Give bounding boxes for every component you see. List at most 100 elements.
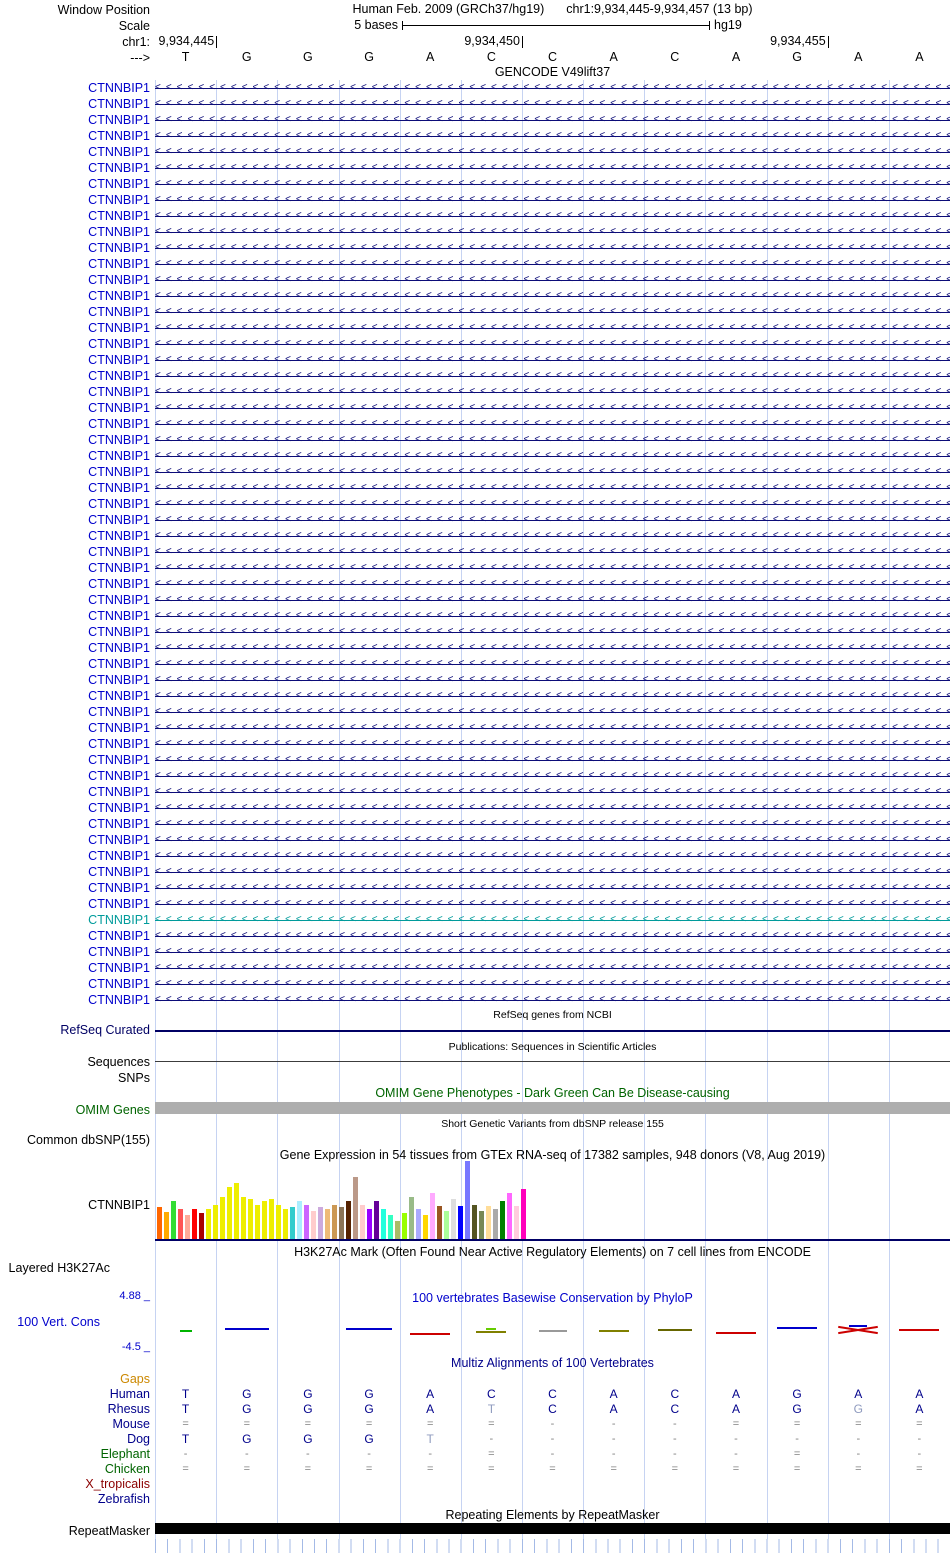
gene-transcript-line[interactable]: <<<<<<<<<<<<<<<<<<<<<<<<<<<<<<<<<<<<<<<<…	[155, 704, 950, 720]
gtex-bar[interactable]	[402, 1213, 407, 1239]
cons-label[interactable]: 100 Vert. Cons	[17, 1315, 100, 1329]
gene-transcript-line[interactable]: <<<<<<<<<<<<<<<<<<<<<<<<<<<<<<<<<<<<<<<<…	[155, 944, 950, 960]
gene-row-label[interactable]: CTNNBIP1	[88, 993, 150, 1007]
gene-row-label[interactable]: CTNNBIP1	[88, 945, 150, 959]
gtex-bar[interactable]	[234, 1183, 239, 1239]
gtex-bar[interactable]	[374, 1201, 379, 1239]
gene-transcript-line[interactable]: <<<<<<<<<<<<<<<<<<<<<<<<<<<<<<<<<<<<<<<<…	[155, 608, 950, 624]
gene-transcript-line[interactable]: <<<<<<<<<<<<<<<<<<<<<<<<<<<<<<<<<<<<<<<<…	[155, 224, 950, 240]
gene-row-label[interactable]: CTNNBIP1	[88, 721, 150, 735]
gene-transcript-line[interactable]: <<<<<<<<<<<<<<<<<<<<<<<<<<<<<<<<<<<<<<<<…	[155, 272, 950, 288]
gene-transcript-line[interactable]: <<<<<<<<<<<<<<<<<<<<<<<<<<<<<<<<<<<<<<<<…	[155, 208, 950, 224]
gtex-bar[interactable]	[507, 1193, 512, 1239]
gene-row-label[interactable]: CTNNBIP1	[88, 913, 150, 927]
gene-row-label[interactable]: CTNNBIP1	[88, 689, 150, 703]
gtex-bar[interactable]	[164, 1212, 169, 1239]
gene-row-label[interactable]: CTNNBIP1	[88, 577, 150, 591]
gtex-bar[interactable]	[339, 1207, 344, 1239]
species-label[interactable]: Rhesus	[107, 1402, 150, 1416]
gene-transcript-line[interactable]: <<<<<<<<<<<<<<<<<<<<<<<<<<<<<<<<<<<<<<<<…	[155, 288, 950, 304]
gene-transcript-line[interactable]: <<<<<<<<<<<<<<<<<<<<<<<<<<<<<<<<<<<<<<<<…	[155, 624, 950, 640]
refseq-curated-label[interactable]: RefSeq Curated	[60, 1023, 150, 1037]
gene-row-label[interactable]: CTNNBIP1	[88, 849, 150, 863]
species-label[interactable]: Human	[109, 1387, 150, 1401]
gene-row-label[interactable]: CTNNBIP1	[88, 241, 150, 255]
gtex-bar[interactable]	[409, 1197, 414, 1239]
gene-transcript-line[interactable]: <<<<<<<<<<<<<<<<<<<<<<<<<<<<<<<<<<<<<<<<…	[155, 688, 950, 704]
gene-transcript-line[interactable]: <<<<<<<<<<<<<<<<<<<<<<<<<<<<<<<<<<<<<<<<…	[155, 352, 950, 368]
gene-row-label[interactable]: CTNNBIP1	[88, 705, 150, 719]
gene-row-label[interactable]: CTNNBIP1	[88, 81, 150, 95]
gene-transcript-line[interactable]: <<<<<<<<<<<<<<<<<<<<<<<<<<<<<<<<<<<<<<<<…	[155, 496, 950, 512]
gtex-bar[interactable]	[318, 1207, 323, 1239]
gtex-bar[interactable]	[451, 1199, 456, 1239]
gene-transcript-line[interactable]: <<<<<<<<<<<<<<<<<<<<<<<<<<<<<<<<<<<<<<<<…	[155, 720, 950, 736]
gene-transcript-line[interactable]: <<<<<<<<<<<<<<<<<<<<<<<<<<<<<<<<<<<<<<<<…	[155, 896, 950, 912]
species-label[interactable]: Mouse	[112, 1417, 150, 1431]
gtex-bar[interactable]	[171, 1201, 176, 1239]
h3k27ac-label[interactable]: Layered H3K27Ac	[8, 1261, 110, 1275]
gtex-bar[interactable]	[220, 1197, 225, 1239]
gene-transcript-line[interactable]: <<<<<<<<<<<<<<<<<<<<<<<<<<<<<<<<<<<<<<<<…	[155, 512, 950, 528]
gene-transcript-line[interactable]: <<<<<<<<<<<<<<<<<<<<<<<<<<<<<<<<<<<<<<<<…	[155, 528, 950, 544]
gene-transcript-line[interactable]: <<<<<<<<<<<<<<<<<<<<<<<<<<<<<<<<<<<<<<<<…	[155, 384, 950, 400]
gene-transcript-line[interactable]: <<<<<<<<<<<<<<<<<<<<<<<<<<<<<<<<<<<<<<<<…	[155, 368, 950, 384]
gene-transcript-line[interactable]: <<<<<<<<<<<<<<<<<<<<<<<<<<<<<<<<<<<<<<<<…	[155, 256, 950, 272]
gene-transcript-line[interactable]: <<<<<<<<<<<<<<<<<<<<<<<<<<<<<<<<<<<<<<<<…	[155, 416, 950, 432]
gtex-bar[interactable]	[178, 1209, 183, 1239]
gtex-bar[interactable]	[465, 1161, 470, 1239]
gene-transcript-line[interactable]: <<<<<<<<<<<<<<<<<<<<<<<<<<<<<<<<<<<<<<<<…	[155, 928, 950, 944]
gene-row-label[interactable]: CTNNBIP1	[88, 273, 150, 287]
gene-row-label[interactable]: CTNNBIP1	[88, 113, 150, 127]
gene-transcript-line[interactable]: <<<<<<<<<<<<<<<<<<<<<<<<<<<<<<<<<<<<<<<<…	[155, 160, 950, 176]
gtex-bar[interactable]	[290, 1207, 295, 1239]
gene-transcript-line[interactable]: <<<<<<<<<<<<<<<<<<<<<<<<<<<<<<<<<<<<<<<<…	[155, 576, 950, 592]
gene-row-label[interactable]: CTNNBIP1	[88, 929, 150, 943]
gene-transcript-line[interactable]: <<<<<<<<<<<<<<<<<<<<<<<<<<<<<<<<<<<<<<<<…	[155, 784, 950, 800]
gtex-bar[interactable]	[381, 1209, 386, 1239]
gene-transcript-line[interactable]: <<<<<<<<<<<<<<<<<<<<<<<<<<<<<<<<<<<<<<<<…	[155, 752, 950, 768]
gene-row-label[interactable]: CTNNBIP1	[88, 353, 150, 367]
gene-row-label[interactable]: CTNNBIP1	[88, 801, 150, 815]
gene-row-label[interactable]: CTNNBIP1	[88, 545, 150, 559]
gene-transcript-line[interactable]: <<<<<<<<<<<<<<<<<<<<<<<<<<<<<<<<<<<<<<<<…	[155, 960, 950, 976]
gene-transcript-line[interactable]: <<<<<<<<<<<<<<<<<<<<<<<<<<<<<<<<<<<<<<<<…	[155, 592, 950, 608]
gene-row-label[interactable]: CTNNBIP1	[88, 513, 150, 527]
species-label[interactable]: Zebrafish	[97, 1492, 150, 1506]
gtex-bar[interactable]	[367, 1209, 372, 1239]
gtex-bar[interactable]	[353, 1177, 358, 1239]
omim-gene-bar[interactable]	[155, 1102, 950, 1114]
gene-transcript-line[interactable]: <<<<<<<<<<<<<<<<<<<<<<<<<<<<<<<<<<<<<<<<…	[155, 864, 950, 880]
gtex-bar[interactable]	[192, 1209, 197, 1239]
gene-transcript-line[interactable]: <<<<<<<<<<<<<<<<<<<<<<<<<<<<<<<<<<<<<<<<…	[155, 336, 950, 352]
gene-transcript-line[interactable]: <<<<<<<<<<<<<<<<<<<<<<<<<<<<<<<<<<<<<<<<…	[155, 464, 950, 480]
gene-transcript-line[interactable]: <<<<<<<<<<<<<<<<<<<<<<<<<<<<<<<<<<<<<<<<…	[155, 304, 950, 320]
gtex-gene-label[interactable]: CTNNBIP1	[88, 1198, 150, 1212]
gene-row-label[interactable]: CTNNBIP1	[88, 625, 150, 639]
species-label[interactable]: Elephant	[100, 1447, 150, 1461]
gene-row-label[interactable]: CTNNBIP1	[88, 321, 150, 335]
gene-row-label[interactable]: CTNNBIP1	[88, 145, 150, 159]
gtex-bar[interactable]	[388, 1215, 393, 1239]
gene-transcript-line[interactable]: <<<<<<<<<<<<<<<<<<<<<<<<<<<<<<<<<<<<<<<<…	[155, 432, 950, 448]
gene-row-label[interactable]: CTNNBIP1	[88, 609, 150, 623]
gtex-bar[interactable]	[472, 1205, 477, 1239]
gtex-bar[interactable]	[227, 1187, 232, 1239]
gtex-bar[interactable]	[269, 1199, 274, 1239]
gtex-bar[interactable]	[423, 1215, 428, 1239]
gene-row-label[interactable]: CTNNBIP1	[88, 593, 150, 607]
gene-transcript-line[interactable]: <<<<<<<<<<<<<<<<<<<<<<<<<<<<<<<<<<<<<<<<…	[155, 448, 950, 464]
species-label[interactable]: Gaps	[120, 1372, 150, 1386]
gene-row-label[interactable]: CTNNBIP1	[88, 97, 150, 111]
gene-row-label[interactable]: CTNNBIP1	[88, 817, 150, 831]
gene-row-label[interactable]: CTNNBIP1	[88, 289, 150, 303]
gene-row-label[interactable]: CTNNBIP1	[88, 641, 150, 655]
gtex-bar[interactable]	[430, 1193, 435, 1239]
gene-row-label[interactable]: CTNNBIP1	[88, 385, 150, 399]
snps-label[interactable]: SNPs	[118, 1071, 150, 1085]
gene-transcript-line[interactable]: <<<<<<<<<<<<<<<<<<<<<<<<<<<<<<<<<<<<<<<<…	[155, 192, 950, 208]
gene-transcript-line[interactable]: <<<<<<<<<<<<<<<<<<<<<<<<<<<<<<<<<<<<<<<<…	[155, 672, 950, 688]
gtex-bar[interactable]	[304, 1205, 309, 1239]
gene-transcript-line[interactable]: <<<<<<<<<<<<<<<<<<<<<<<<<<<<<<<<<<<<<<<<…	[155, 400, 950, 416]
gene-row-label[interactable]: CTNNBIP1	[88, 161, 150, 175]
